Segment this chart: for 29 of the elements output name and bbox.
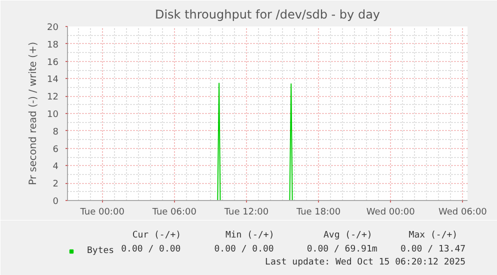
text: 0.00 / 0.00 — [214, 244, 274, 254]
x-tick-label: Wed 06:00 — [438, 208, 488, 218]
y-tick-label: 16 — [47, 58, 59, 68]
y-axis-title: Pr second read (-) / write (+) — [28, 42, 40, 186]
text: Min (-/+) — [225, 230, 274, 240]
y-tick-label: 2 — [52, 180, 59, 190]
y-tick-label: 6 — [52, 144, 59, 155]
text: 0.00 / 13.47 — [400, 244, 466, 254]
y-tick-label: 4 — [52, 162, 59, 172]
x-tick-label: Tue 06:00 — [151, 208, 197, 218]
text: 0.00 / 0.00 — [121, 244, 181, 254]
text: Avg (-/+) — [324, 230, 372, 240]
y-tick-label: 18 — [47, 40, 59, 50]
x-tick-label: Tue 18:00 — [295, 208, 341, 218]
y-tick-label: 14 — [47, 75, 59, 86]
y-tick-label: 0 — [52, 197, 59, 207]
y-tick-label: 8 — [52, 127, 59, 138]
x-tick-label: Tue 12:00 — [223, 208, 269, 218]
y-tick-label: 20 — [47, 23, 59, 33]
x-tick-label: Wed 00:00 — [366, 208, 416, 218]
legend-label: Bytes — [87, 246, 114, 256]
y-tick-label: 10 — [47, 110, 59, 120]
text: Last update: Wed Oct 15 06:20:12 2025 — [265, 258, 466, 268]
y-tick-label: 12 — [47, 92, 58, 103]
x-tick-label: Tue 00:00 — [79, 208, 125, 218]
text: Max (-/+) — [408, 230, 458, 240]
chart-title: Disk throughput for /dev/sdb - by day — [154, 8, 380, 22]
text: 0.00 / 69.91m — [306, 244, 378, 254]
text: Cur (-/+) — [132, 230, 182, 240]
